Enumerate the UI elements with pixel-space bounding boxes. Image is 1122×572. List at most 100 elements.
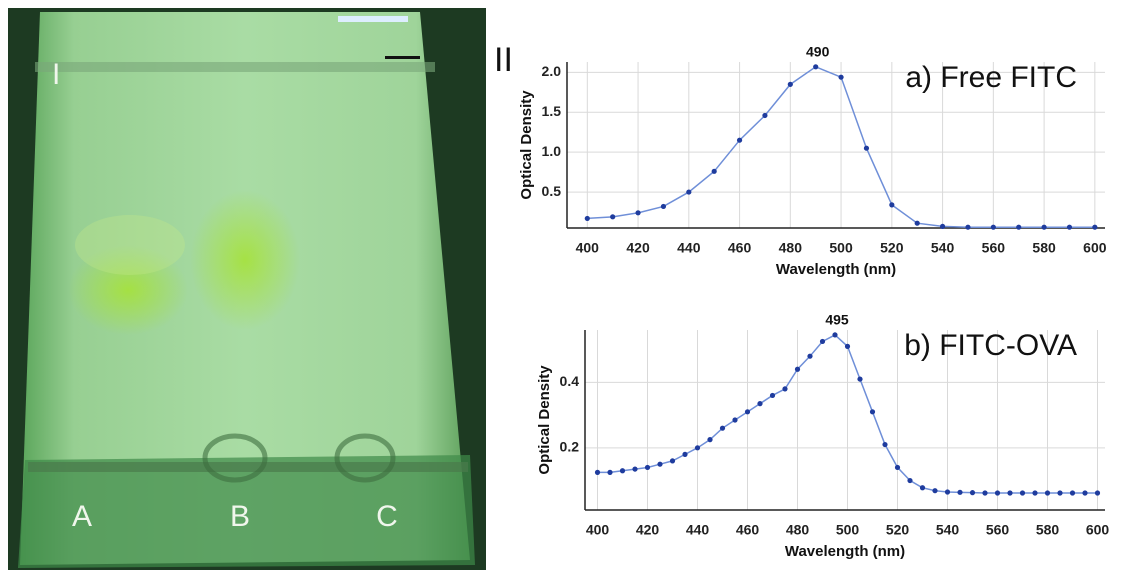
data-point xyxy=(907,477,913,484)
data-point xyxy=(1094,490,1101,496)
data-point xyxy=(732,417,738,423)
data-point xyxy=(844,343,851,349)
data-point xyxy=(1016,224,1022,230)
data-point xyxy=(807,353,813,359)
x-axis-title: Wavelength (nm) xyxy=(776,261,896,278)
data-point xyxy=(889,202,895,208)
data-point xyxy=(914,220,920,226)
data-point xyxy=(711,168,717,174)
data-point xyxy=(969,490,976,496)
x-tick-label: 540 xyxy=(936,522,960,538)
data-point xyxy=(1066,224,1073,230)
data-point xyxy=(819,338,826,345)
data-point xyxy=(838,74,844,80)
data-point xyxy=(744,409,751,415)
chart-title: a) Free FITC xyxy=(905,61,1077,94)
x-tick-label: 460 xyxy=(736,522,760,538)
x-tick-label: 500 xyxy=(829,240,853,256)
panel-label: II xyxy=(494,41,513,79)
x-tick-label: 520 xyxy=(880,240,904,256)
x-tick-label: 580 xyxy=(1032,240,1056,256)
data-point xyxy=(794,366,801,372)
data-point xyxy=(619,468,626,474)
data-point xyxy=(762,112,768,119)
data-point xyxy=(660,203,667,210)
x-tick-label: 580 xyxy=(1036,522,1060,538)
x-tick-label: 520 xyxy=(886,522,910,538)
data-point xyxy=(694,445,701,451)
x-tick-label: 500 xyxy=(836,522,860,538)
data-point xyxy=(869,409,876,415)
x-tick-label: 420 xyxy=(636,522,660,538)
y-axis-title: Optical Density xyxy=(518,90,535,200)
data-point xyxy=(1057,490,1063,496)
data-point xyxy=(635,210,641,216)
data-point xyxy=(757,401,763,407)
data-point xyxy=(736,137,743,143)
data-point xyxy=(607,469,613,475)
chart-title: b) FITC-OVA xyxy=(904,329,1077,362)
data-point xyxy=(1019,490,1026,496)
data-point xyxy=(1044,490,1051,496)
x-tick-label: 560 xyxy=(982,240,1006,256)
y-tick-label: 0.5 xyxy=(542,183,562,199)
data-point xyxy=(919,485,926,491)
x-tick-label: 460 xyxy=(728,240,752,256)
peak-label: 490 xyxy=(806,43,830,59)
tlc-photo: I A B C xyxy=(8,8,486,570)
x-tick-label: 540 xyxy=(931,240,955,256)
data-point xyxy=(882,441,888,448)
y-tick-label: 2.0 xyxy=(542,63,562,79)
x-tick-label: 560 xyxy=(986,522,1010,538)
y-tick-label: 1.0 xyxy=(542,143,562,159)
x-tick-label: 480 xyxy=(786,522,810,538)
panel-label: I xyxy=(52,58,60,91)
data-point xyxy=(707,437,713,443)
data-point xyxy=(1069,490,1076,496)
data-point xyxy=(1092,224,1098,230)
y-tick-label: 0.2 xyxy=(560,439,580,455)
data-point xyxy=(644,464,651,471)
data-point xyxy=(990,224,996,230)
data-point xyxy=(994,490,1001,496)
x-axis-title: Wavelength (nm) xyxy=(785,543,905,560)
data-point xyxy=(863,145,870,151)
data-point xyxy=(939,223,946,230)
data-point xyxy=(686,189,692,195)
data-point xyxy=(632,466,638,472)
data-point xyxy=(965,224,971,230)
data-point xyxy=(932,488,938,494)
data-point xyxy=(657,461,663,467)
data-point xyxy=(957,489,963,495)
x-tick-label: 420 xyxy=(626,240,650,256)
y-tick-label: 1.5 xyxy=(542,103,562,119)
y-tick-label: 0.4 xyxy=(560,373,580,389)
x-tick-label: 440 xyxy=(677,240,701,256)
data-point xyxy=(1007,490,1013,496)
x-tick-label: 440 xyxy=(686,522,710,538)
data-point xyxy=(944,489,951,495)
data-point xyxy=(982,490,988,496)
data-point xyxy=(787,81,793,87)
data-point xyxy=(769,392,776,399)
data-point xyxy=(857,376,863,382)
data-point xyxy=(584,215,590,222)
x-tick-label: 400 xyxy=(576,240,600,256)
lane-label: A xyxy=(72,500,92,533)
data-point xyxy=(594,469,601,475)
data-point xyxy=(1082,490,1088,496)
data-point xyxy=(1032,490,1038,496)
data-point xyxy=(782,386,788,392)
peak-label: 495 xyxy=(825,312,849,328)
y-axis-title: Optical Density xyxy=(536,365,553,475)
data-point xyxy=(813,64,819,70)
x-tick-label: 400 xyxy=(586,522,610,538)
lane-label: B xyxy=(230,500,250,533)
data-point xyxy=(610,214,616,220)
x-tick-label: 600 xyxy=(1086,522,1110,538)
data-point xyxy=(832,332,838,338)
x-tick-label: 480 xyxy=(779,240,803,256)
data-point xyxy=(669,458,676,464)
data-point xyxy=(719,425,726,431)
